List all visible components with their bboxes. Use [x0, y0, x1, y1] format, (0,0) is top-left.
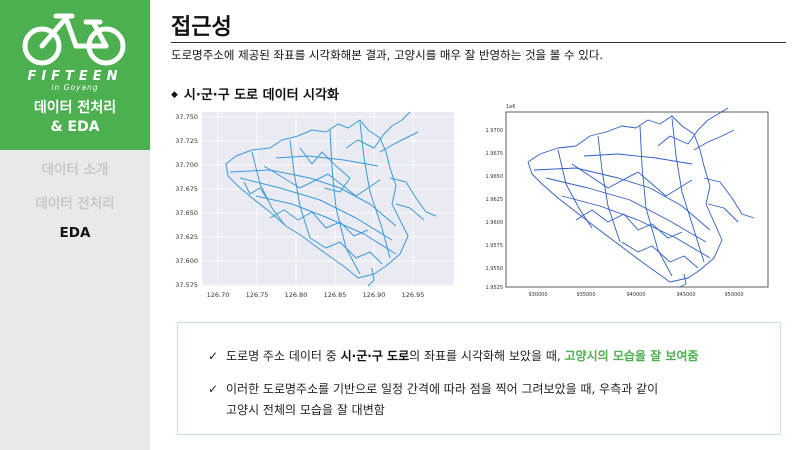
section-title-line2: & EDA [50, 119, 100, 135]
right-x-tick: 950000 [724, 292, 743, 298]
logo-panel: FIFTEEN in Goyang 데이터 전처리 & EDA [0, 0, 150, 150]
bullet-heading-text: 시·군·구 도로 데이터 시각화 [183, 88, 339, 103]
right-map-y-ticks: 1.9700 1.9675 1.9650 1.9625 1.9600 1.957… [486, 128, 504, 291]
checkmark-icon: ✓ [208, 382, 219, 396]
left-map-gridlines [202, 112, 454, 286]
right-map-x-ticks: 930000 935000 940000 945000 950000 [528, 292, 743, 298]
left-y-tick: 37.575 [175, 281, 198, 289]
left-y-tick: 37.600 [175, 257, 198, 265]
brand-name: FIFTEEN [27, 69, 123, 84]
right-y-tick: 1.9650 [486, 174, 504, 180]
nav-item-data-preprocessing[interactable]: 데이터 전처리 [35, 196, 115, 212]
bicycle-logo-icon [22, 13, 126, 66]
section-title-line1: 데이터 전처리 [33, 100, 117, 116]
right-y-tick: 1.9525 [486, 285, 504, 291]
right-y-tick: 1.9550 [486, 266, 504, 272]
left-x-tick: 126.85 [324, 291, 347, 299]
left-map-y-ticks: 37.750 37.725 37.700 37.675 37.650 37.62… [175, 113, 198, 289]
checkmark-icon: ✓ [208, 349, 219, 363]
right-x-tick: 945000 [676, 292, 695, 298]
left-map-road-network [225, 111, 437, 287]
left-x-tick: 126.70 [207, 291, 230, 299]
right-map-road-network [527, 107, 755, 288]
title-divider [171, 42, 786, 43]
right-y-tick: 1.9700 [486, 128, 504, 134]
left-x-tick: 126.75 [246, 291, 269, 299]
info-line-3: 고양시 전체의 모습을 잘 대변함 [226, 403, 385, 417]
sidebar: FIFTEEN in Goyang 데이터 전처리 & EDA 데이터 소개 데… [0, 0, 150, 450]
left-y-tick: 37.650 [175, 209, 198, 217]
right-x-tick: 940000 [626, 292, 645, 298]
right-x-tick: 930000 [528, 292, 547, 298]
info-line-2: ✓ 이러한 도로명주소를 기반으로 일정 간격에 따라 점을 찍어 그려보았을 때… [208, 380, 658, 397]
right-y-tick: 1.9625 [486, 197, 504, 203]
section-title: 데이터 전처리 & EDA [0, 99, 150, 137]
left-map-x-ticks: 126.70 126.75 126.80 126.85 126.90 126.9… [207, 291, 425, 299]
right-road-map: 1e6 1.9700 1.9675 1.9650 1.9625 1.9600 1… [486, 104, 769, 298]
info-line-1: ✓ 도로명 주소 데이터 중 시·군·구 도로의 좌표를 시각화해 보았을 때, … [208, 347, 698, 364]
left-y-tick: 37.675 [175, 185, 198, 193]
left-x-tick: 126.95 [402, 291, 425, 299]
right-y-tick: 1.9675 [486, 151, 504, 157]
right-offset-label: 1e6 [506, 104, 515, 110]
diamond-bullet-icon: ◆ [171, 90, 178, 100]
brand-subtitle: in Goyang [51, 83, 99, 92]
left-y-tick: 37.725 [175, 137, 198, 145]
info-line-1-highlight: 고양시의 모습을 잘 보여줌 [564, 349, 699, 363]
left-y-tick: 37.700 [175, 161, 198, 169]
nav-item-data-intro[interactable]: 데이터 소개 [41, 162, 109, 178]
left-road-map: 37.750 37.725 37.700 37.675 37.650 37.62… [175, 111, 454, 299]
info-line-1-bold: 시·군·구 도로 [340, 349, 410, 363]
right-map-plot-area [505, 111, 769, 288]
right-x-tick: 935000 [576, 292, 595, 298]
left-y-tick: 37.625 [175, 233, 198, 241]
info-line-1-part-c: 의 좌표를 시각화해 보았을 때, [409, 349, 565, 363]
right-y-tick: 1.9575 [486, 243, 504, 249]
info-box: ✓ 도로명 주소 데이터 중 시·군·구 도로의 좌표를 시각화해 보았을 때, … [177, 322, 781, 435]
page-title: 접근성 [171, 15, 232, 40]
info-line-1-part-a: 도로명 주소 데이터 중 [226, 349, 341, 363]
bullet-heading: ◆ 시·군·구 도로 데이터 시각화 [171, 84, 339, 103]
left-y-tick: 37.750 [175, 113, 198, 121]
left-x-tick: 126.90 [363, 291, 386, 299]
nav-item-eda[interactable]: EDA [59, 225, 91, 241]
page-subtitle: 도로명주소에 제공된 좌표를 시각화해본 결과, 고양시를 매우 잘 반영하는 … [171, 48, 604, 62]
info-line-2-text: 이러한 도로명주소를 기반으로 일정 간격에 따라 점을 찍어 그려보았을 때,… [226, 382, 659, 396]
left-x-tick: 126.80 [285, 291, 308, 299]
right-y-tick: 1.9600 [486, 220, 504, 226]
